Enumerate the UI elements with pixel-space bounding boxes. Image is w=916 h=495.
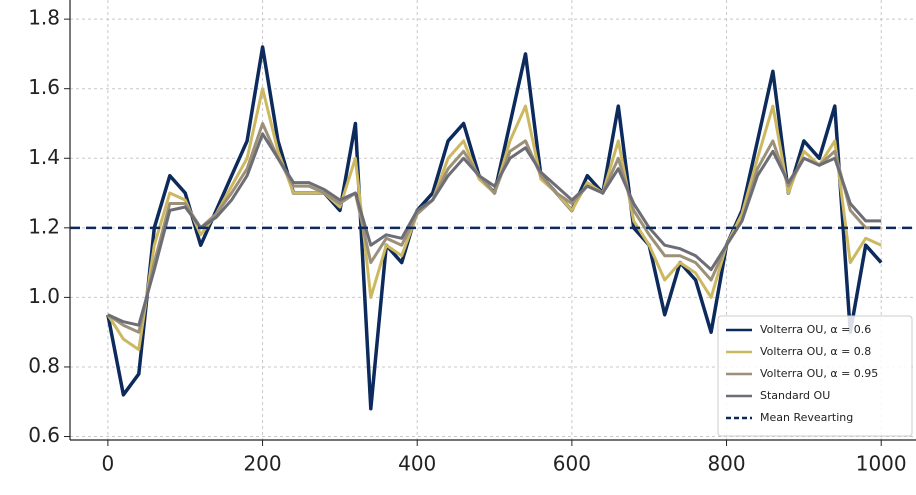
legend-label: Volterra OU, α = 0.95: [760, 367, 878, 380]
legend-label: Standard OU: [760, 389, 830, 402]
series-line: [106, 87, 882, 352]
y-tick-label: 1.0: [28, 284, 60, 308]
y-tick-label: 1.6: [28, 75, 60, 99]
y-tick-label: 1.2: [28, 214, 60, 238]
x-tick-label: 1000: [856, 452, 907, 476]
x-tick-label: 400: [398, 452, 436, 476]
legend-box: [717, 315, 913, 437]
x-tick-label: 200: [243, 452, 281, 476]
y-tick-label: 1.4: [28, 145, 60, 169]
x-tick-label: 800: [707, 452, 745, 476]
y-tick-label: 0.6: [28, 423, 60, 447]
y-tick-label: 1.8: [28, 6, 60, 30]
legend: Volterra OU, α = 0.6 Volterra OU, α = 0.8…: [717, 315, 913, 437]
x-tick-label: 600: [553, 452, 591, 476]
legend-label: Volterra OU, α = 0.6: [760, 323, 871, 336]
legend-label: Volterra OU, α = 0.8: [760, 345, 871, 358]
x-tick-label: 0: [102, 452, 115, 476]
series-line: [107, 132, 882, 327]
legend-label: Mean Revearting: [760, 411, 853, 424]
y-tick-label: 0.8: [28, 353, 60, 377]
series-line: [107, 122, 882, 334]
